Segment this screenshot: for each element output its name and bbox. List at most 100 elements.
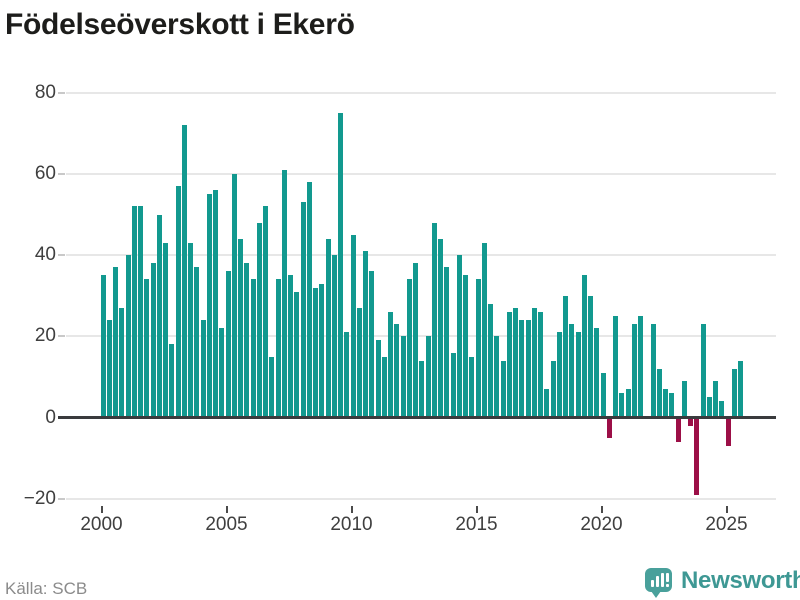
bar-2005-Q2 (231, 173, 237, 418)
bar-2024-Q4 (719, 401, 725, 418)
bar-2019-Q3 (588, 295, 593, 418)
bar-2019-Q2 (581, 275, 587, 418)
bar-2002-Q2 (156, 214, 162, 418)
bar-2025-Q3 (738, 360, 743, 418)
y-axis-tick (58, 172, 65, 175)
bar-2013-Q4 (444, 267, 450, 418)
bar-2005-Q3 (238, 238, 243, 418)
source-text: Källa: SCB (5, 579, 88, 598)
bar-2010-Q3 (363, 251, 368, 418)
bar-2023-Q4 (694, 417, 700, 495)
bar-2007-Q3 (288, 275, 293, 418)
bar-2003-Q4 (194, 267, 200, 418)
bar-2001-Q4 (144, 279, 150, 418)
x-axis-line (58, 416, 776, 419)
x-axis-label: 2015 (455, 514, 498, 535)
bar-2009-Q3 (338, 113, 343, 418)
bar-2015-Q4 (494, 336, 500, 418)
bar-2013-Q2 (431, 222, 437, 418)
bar-2008-Q4 (319, 283, 325, 418)
bar-2014-Q4 (469, 356, 475, 418)
bar-2006-Q1 (250, 279, 256, 418)
bar-2001-Q1 (125, 255, 131, 418)
bar-2007-Q1 (275, 279, 281, 418)
page-title: Födelseöverskott i Ekerö (5, 8, 355, 41)
bar-2014-Q2 (456, 255, 462, 418)
bar-2007-Q2 (281, 169, 287, 418)
x-axis-tick (475, 506, 478, 513)
x-axis-tick (100, 506, 103, 513)
x-axis-tick (600, 506, 603, 513)
x-axis-label: 2025 (705, 514, 748, 535)
bar-2008-Q1 (300, 202, 306, 418)
bar-2025-Q1 (725, 417, 731, 446)
y-axis-tick (58, 254, 65, 257)
bar-2010-Q2 (356, 307, 362, 418)
bar-2006-Q3 (263, 206, 268, 418)
bar-2018-Q3 (563, 295, 568, 418)
x-axis-label: 2010 (330, 514, 373, 535)
bar-2020-Q3 (613, 316, 618, 418)
bar-2018-Q4 (569, 324, 575, 418)
bar-2021-Q3 (638, 316, 643, 418)
bar-2009-Q4 (344, 332, 350, 418)
bar-2011-Q1 (375, 340, 381, 418)
bar-2005-Q1 (225, 271, 231, 418)
bar-2016-Q2 (506, 311, 512, 418)
bar-2017-Q1 (525, 320, 531, 418)
bar-2004-Q2 (206, 194, 212, 418)
bar-2002-Q1 (150, 263, 156, 418)
bar-2017-Q4 (544, 389, 550, 418)
bar-2017-Q2 (531, 307, 537, 418)
bar-2000-Q1 (100, 275, 106, 418)
bar-2002-Q3 (163, 242, 168, 418)
bar-2023-Q1 (675, 417, 681, 442)
bar-2012-Q2 (406, 279, 412, 418)
x-axis-tick (725, 506, 728, 513)
bar-2012-Q4 (419, 360, 425, 418)
bar-2011-Q4 (394, 324, 400, 418)
y-axis-label: 40 (34, 244, 56, 266)
bar-2008-Q3 (313, 287, 318, 418)
y-axis-label: −20 (23, 487, 56, 509)
bar-2003-Q3 (188, 242, 193, 418)
y-axis-label: 80 (34, 81, 56, 103)
bar-2013-Q1 (425, 336, 431, 418)
bar-2002-Q4 (169, 344, 175, 418)
bar-2017-Q3 (538, 311, 543, 418)
newsworthy-logo[interactable]: Newsworthy (645, 566, 800, 598)
bar-2014-Q1 (450, 352, 456, 418)
bar-2001-Q2 (131, 206, 137, 418)
bar-2016-Q4 (519, 320, 525, 418)
bar-2020-Q4 (619, 393, 625, 418)
bar-2007-Q4 (294, 291, 300, 418)
bar-2020-Q2 (606, 417, 612, 438)
bar-2022-Q3 (663, 389, 668, 418)
bar-2006-Q4 (269, 356, 275, 418)
bar-2019-Q1 (575, 332, 581, 418)
y-axis-tick (58, 497, 65, 500)
y-axis-label: 0 (45, 406, 56, 428)
bar-2013-Q3 (438, 238, 443, 418)
bar-2023-Q2 (681, 380, 687, 418)
bar-2023-Q3 (688, 417, 693, 426)
logo-text: Newsworthy (681, 567, 800, 594)
gridline-80 (66, 91, 776, 94)
gridline--20 (66, 497, 776, 500)
bar-2011-Q3 (388, 311, 393, 418)
bar-2000-Q2 (106, 320, 112, 418)
bar-2000-Q3 (113, 267, 118, 418)
bar-2025-Q2 (731, 368, 737, 418)
bar-2003-Q1 (175, 186, 181, 418)
gridline-60 (66, 172, 776, 175)
bar-2022-Q1 (650, 324, 656, 418)
y-axis-label: 60 (34, 162, 56, 184)
bar-2021-Q1 (625, 389, 631, 418)
bar-2016-Q3 (513, 307, 518, 418)
bar-2012-Q1 (400, 336, 406, 418)
y-axis-tick (58, 91, 65, 94)
bar-2019-Q4 (594, 328, 600, 418)
gridline-20 (66, 335, 776, 338)
bar-2024-Q1 (700, 324, 706, 418)
